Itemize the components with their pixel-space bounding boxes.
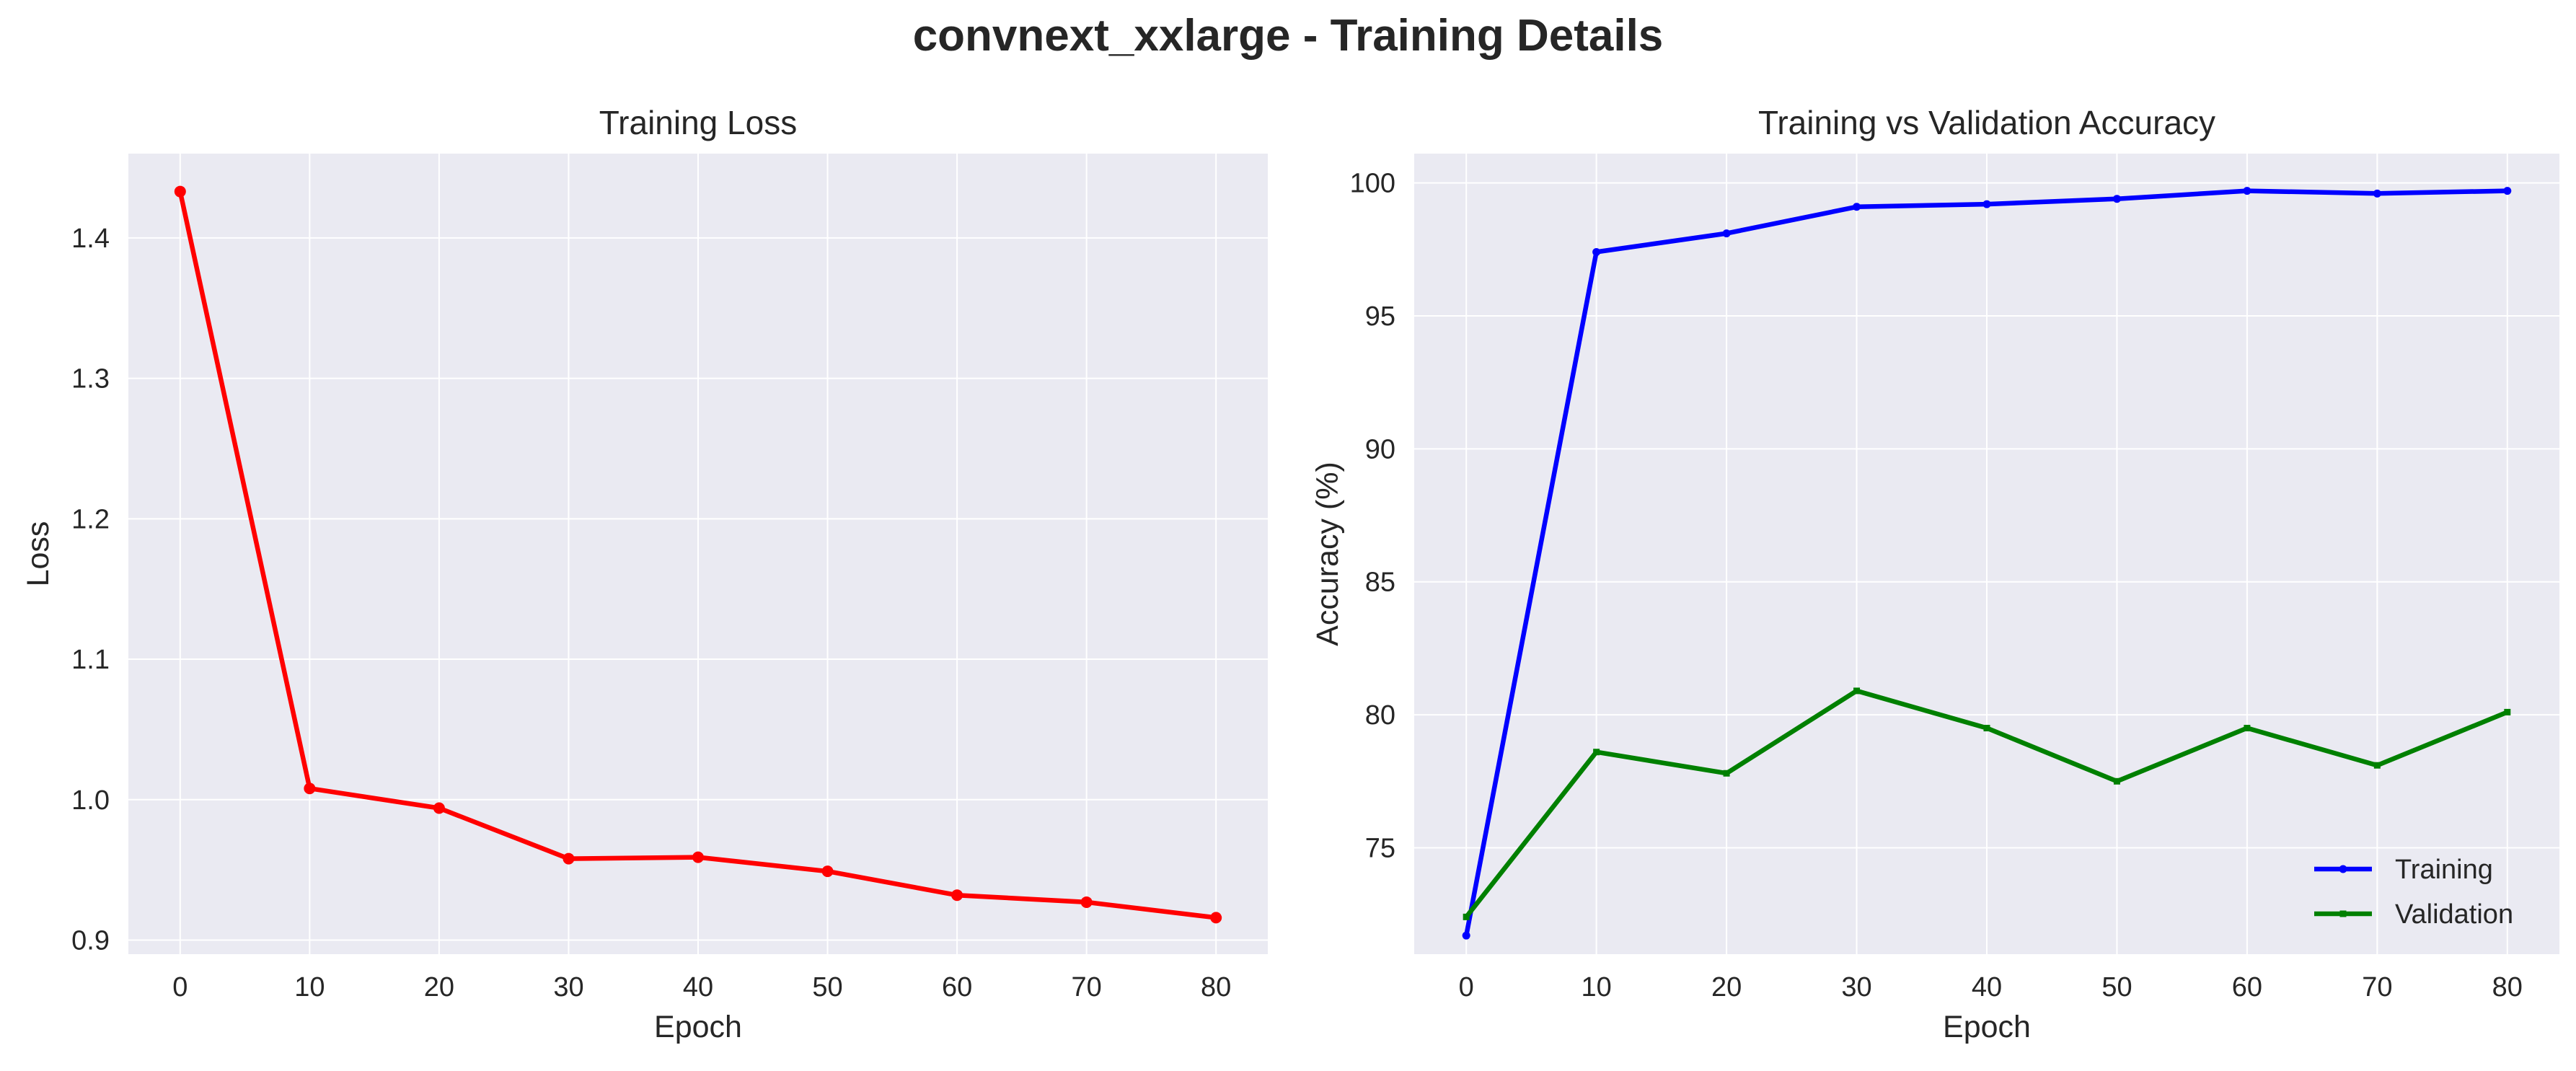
chart-2-series-1-point — [2112, 195, 2121, 203]
chart-2-x-axis-label: Epoch — [1943, 1010, 2031, 1044]
chart-2-series-1-point — [1592, 247, 1601, 256]
chart-1-y-axis-label: Loss — [21, 521, 56, 587]
chart-2-x-tick-label: 70 — [2362, 972, 2392, 1002]
chart-1-y-tick-label: 0.9 — [71, 926, 110, 956]
chart-2-series-2-point — [2373, 762, 2381, 769]
chart-2-series-1-point — [1462, 931, 1470, 940]
chart-1-y-tick-label: 1.1 — [71, 645, 110, 675]
chart-2-series-2-point — [2504, 708, 2511, 715]
chart-2-series-1-point — [1982, 200, 1991, 208]
chart-1-series-1-point — [304, 783, 316, 795]
chart-1-y-tick-label: 1.4 — [71, 224, 110, 254]
chart-1-series-1-point — [1080, 896, 1093, 908]
chart-1-x-tick-label: 30 — [553, 972, 583, 1002]
chart-2-x-tick-label: 50 — [2101, 972, 2132, 1002]
chart-2-series-1-point — [1722, 229, 1731, 238]
legend-2-marker — [2339, 910, 2347, 917]
chart-2-y-axis-label: Accuracy (%) — [1310, 462, 1345, 646]
chart-1-series-1-point — [692, 851, 704, 863]
chart-2-series-2-point — [1983, 725, 1990, 732]
chart-1-series-1-point — [563, 852, 575, 865]
chart-2-y-tick-label: 75 — [1365, 833, 1395, 863]
chart-1-y-tick-label: 1.2 — [71, 504, 110, 534]
chart-2-series-2-point — [1463, 913, 1470, 920]
legend-2-label: Validation — [2395, 899, 2513, 930]
chart-1-x-tick-label: 80 — [1201, 972, 1231, 1002]
chart-2-title: Training vs Validation Accuracy — [1758, 104, 2215, 141]
chart-2-series-2-point — [1723, 770, 1730, 777]
chart-2-x-tick-label: 60 — [2232, 972, 2262, 1002]
chart-1-series-1-point — [433, 802, 445, 814]
chart-2-x-tick-label: 80 — [2492, 972, 2523, 1002]
legend-1-marker — [2339, 865, 2347, 873]
chart-1-title: Training Loss — [599, 104, 797, 141]
chart-2-series-2-point — [2113, 777, 2120, 785]
chart-2-series-1-point — [1853, 203, 1861, 211]
chart-1-x-tick-label: 60 — [942, 972, 972, 1002]
chart-2-series-2-point — [2244, 725, 2251, 732]
chart-1-x-tick-label: 20 — [424, 972, 454, 1002]
chart-2-x-tick-label: 40 — [1972, 972, 2002, 1002]
chart-2-x-tick-label: 20 — [1711, 972, 1742, 1002]
chart-1-x-tick-label: 0 — [172, 972, 188, 1002]
chart-1-x-tick-label: 40 — [683, 972, 713, 1002]
chart-1-x-tick-label: 50 — [812, 972, 842, 1002]
chart-2-series-2-point — [1853, 687, 1861, 695]
chart-2-y-tick-label: 100 — [1350, 169, 1395, 199]
chart-1-x-tick-label: 70 — [1071, 972, 1101, 1002]
chart-2-series-1-point — [2373, 189, 2381, 198]
chart-2-y-tick-label: 85 — [1365, 568, 1395, 598]
chart-1-x-axis-label: Epoch — [654, 1010, 742, 1044]
chart-2-series-1-point — [2503, 187, 2512, 195]
chart-2-x-tick-label: 0 — [1459, 972, 1474, 1002]
chart-2-series-1-point — [2243, 187, 2251, 195]
chart-1-series-1-point — [951, 889, 963, 902]
chart-1-y-tick-label: 1.0 — [71, 785, 110, 816]
chart-1-series-1-point — [1210, 912, 1222, 924]
chart-2-y-tick-label: 80 — [1365, 700, 1395, 731]
chart-2-y-tick-label: 90 — [1365, 434, 1395, 464]
chart-2-x-tick-label: 10 — [1581, 972, 1611, 1002]
chart-2-series-2-point — [1593, 749, 1600, 756]
chart-1-y-tick-label: 1.3 — [71, 364, 110, 395]
chart-1-series-1-point — [821, 865, 834, 878]
figure-title: convnext_xxlarge - Training Details — [912, 11, 1664, 61]
chart-2-y-tick-label: 95 — [1365, 301, 1395, 332]
chart-2-x-tick-label: 30 — [1841, 972, 1871, 1002]
chart-1-series-1-point — [174, 185, 186, 198]
legend-1-label: Training — [2395, 855, 2493, 885]
chart-1-x-tick-label: 10 — [294, 972, 325, 1002]
